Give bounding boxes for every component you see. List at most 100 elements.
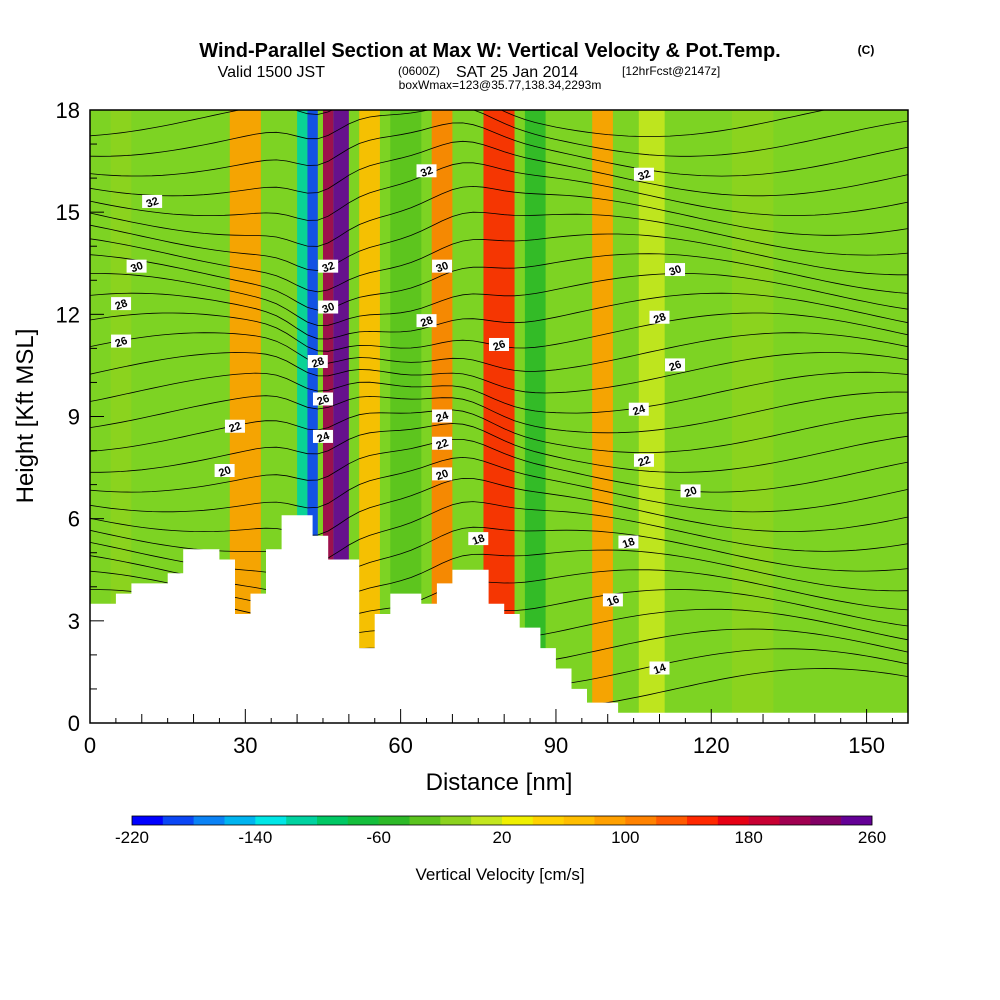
colorbar-swatch [810, 816, 842, 825]
colorbar-tick-label: 180 [734, 828, 762, 847]
subtitle-box: boxWmax=123@35.77,138.34,2293m [399, 78, 602, 92]
contour-label-box [142, 194, 163, 208]
colorbar-swatch [286, 816, 318, 825]
contour-label-box [489, 337, 509, 351]
subtitle-valid: Valid 1500 JST [218, 64, 326, 81]
colorbar: -220 -140 -60 20 100 180 260 [115, 815, 886, 847]
contour-label-box [680, 484, 701, 498]
contour-label: 30 [129, 260, 145, 275]
velocity-band [359, 110, 380, 723]
chart-title: Wind-Parallel Section at Max W: Vertical… [199, 40, 780, 62]
y-tick-label: 3 [68, 609, 80, 634]
colorbar-swatch [656, 816, 688, 825]
velocity-band [110, 110, 132, 723]
colorbar-swatch [132, 816, 164, 825]
colorbar-swatch [193, 816, 225, 825]
velocity-band [592, 110, 613, 723]
y-tick-label: 6 [68, 507, 80, 532]
colorbar-frame [131, 815, 873, 826]
contour-label: 28 [652, 311, 668, 326]
colorbar-tick-label: -140 [238, 828, 272, 847]
theta-contour [90, 371, 908, 414]
colorbar-swatch [625, 816, 657, 825]
y-tick-label: 0 [68, 711, 80, 736]
contour-label-box [126, 259, 147, 273]
subtitle-date: SAT 25 Jan 2014 [456, 64, 578, 81]
contour-labels: 32 30 28 26 22 20 32 30 28 26 24 32 30 28 26 24 22 20 18 32… [111, 164, 701, 677]
contour-label: 30 [321, 301, 337, 316]
colorbar-tick-label: -60 [366, 828, 391, 847]
x-tick-label: 60 [388, 733, 412, 758]
contour-label: 20 [435, 468, 451, 483]
theta-contour [90, 332, 908, 372]
contour-label-box [468, 532, 489, 546]
y-tick-label: 18 [56, 98, 80, 123]
colorbar-swatch [162, 816, 194, 825]
contour-label-box [111, 334, 132, 348]
contour-label-box [307, 355, 328, 369]
contour-label-box [649, 310, 670, 324]
contour-label: 26 [316, 393, 332, 408]
contour-label-box [318, 300, 339, 314]
colorbar-swatch [594, 816, 626, 825]
contour-label: 20 [217, 464, 233, 479]
colorbar-tick-label: -220 [115, 828, 149, 847]
theta-contour [90, 211, 908, 271]
contour-label-box [432, 259, 453, 273]
terrain-mask [90, 515, 908, 723]
contour-label: 20 [683, 485, 699, 500]
contour-label-box [633, 167, 654, 181]
colorbar-swatch [748, 816, 780, 825]
x-tick-label: 120 [693, 733, 730, 758]
contour-label: 26 [114, 335, 130, 350]
contour-label: 24 [435, 409, 451, 425]
contour-label: 18 [471, 532, 487, 547]
theta-contour [90, 185, 908, 247]
contour-label: 22 [636, 454, 652, 469]
terrain-shape [90, 515, 908, 723]
colorbar-tick-label: 100 [611, 828, 639, 847]
contour-label: 26 [668, 359, 684, 374]
colorbar-swatch [779, 816, 811, 825]
theta-contour [90, 501, 908, 562]
theta-contour [90, 273, 908, 326]
contour-label: 14 [652, 661, 668, 677]
theta-contour [90, 439, 908, 493]
contour-label-box [312, 392, 333, 406]
colorbar-swatch [717, 816, 749, 825]
contour-label: 32 [145, 195, 161, 210]
contour-label-box [633, 453, 654, 467]
contour-label: 32 [321, 260, 337, 275]
x-tick-label: 0 [84, 733, 96, 758]
contour-label: 18 [621, 536, 637, 551]
contour-label-box [224, 419, 245, 433]
contour-label-box [432, 467, 453, 481]
theta-contour [90, 477, 908, 536]
contour-label-box [432, 409, 453, 423]
theta-contour [90, 253, 908, 311]
velocity-band [524, 110, 546, 723]
contour-label: 30 [668, 263, 684, 278]
y-axis-label: Height [Kft MSL] [12, 329, 39, 504]
theta-contour [90, 110, 908, 157]
x-axis: 0 30 60 90 120 150 [84, 709, 893, 758]
velocity-band [297, 110, 308, 723]
theta-contour [90, 423, 908, 473]
x-tick-label: 30 [233, 733, 257, 758]
y-tick-label: 9 [68, 405, 80, 430]
velocity-band [638, 110, 665, 723]
contour-label-box [416, 314, 437, 328]
colorbar-label: Vertical Velocity [cm/s] [415, 865, 584, 884]
contour-label-box [649, 661, 670, 675]
contour-label-box [111, 297, 132, 311]
contour-label-box [416, 164, 437, 178]
velocity-band [307, 110, 318, 723]
theta-contour [90, 391, 908, 434]
subtitle-zulu: (0600Z) [398, 64, 440, 78]
velocity-band [731, 110, 774, 723]
y-tick-label: 15 [56, 200, 80, 225]
colorbar-swatch [255, 816, 287, 825]
contour-label: 22 [435, 437, 451, 452]
contour-label-box [602, 593, 623, 607]
contour-label-box [665, 263, 686, 277]
